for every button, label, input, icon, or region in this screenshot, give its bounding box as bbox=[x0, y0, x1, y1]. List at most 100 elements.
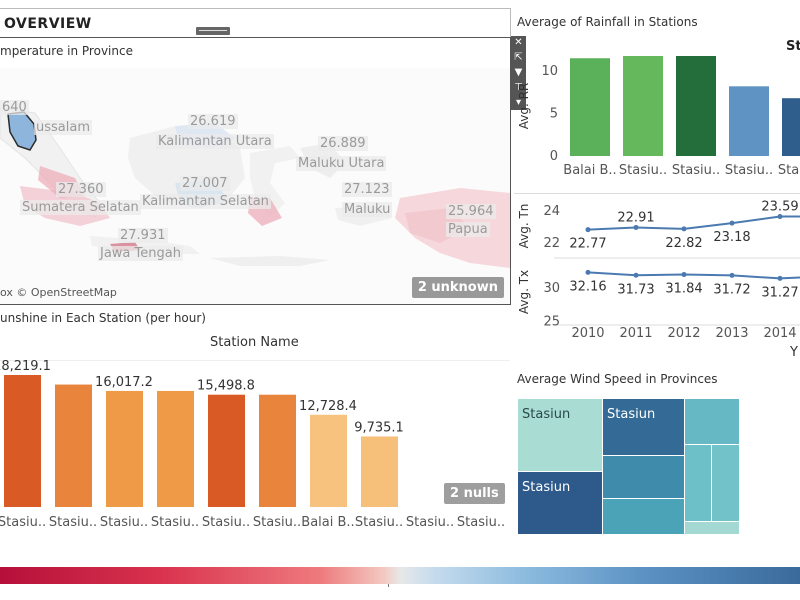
popout-icon[interactable]: ⇱ bbox=[514, 52, 523, 63]
treemap-cell[interactable] bbox=[602, 498, 685, 535]
temp-data-label: 22.77 bbox=[569, 237, 606, 252]
rainfall-bar bbox=[676, 56, 716, 157]
sunshine-data-label: 18,219.1 bbox=[0, 360, 51, 374]
year-tick-label: 2014 bbox=[763, 326, 796, 341]
sunshine-category-label: Stasiu.. bbox=[151, 515, 199, 530]
temp-series-line bbox=[587, 271, 800, 280]
map-title: mperature in Province bbox=[0, 44, 133, 58]
rainfall-bar bbox=[570, 58, 610, 156]
temp-point bbox=[777, 214, 783, 220]
map-label-province: Kalimantan Selatan bbox=[140, 194, 271, 209]
sunshine-category-label: Stasiu.. bbox=[100, 515, 148, 530]
sunshine-bar bbox=[157, 390, 194, 507]
wind-treemap[interactable]: Stasiun Stasiun Stasiun bbox=[517, 398, 741, 535]
year-tick-label: 2011 bbox=[619, 326, 652, 341]
temp-data-label: 22.82 bbox=[665, 236, 702, 251]
legend-tick bbox=[388, 584, 389, 587]
rainfall-y-axis-label: Avg. RR bbox=[517, 83, 531, 130]
temp-data-label: 31.84 bbox=[665, 282, 702, 297]
rainfall-title: Average of Rainfall in Stations bbox=[517, 15, 698, 29]
year-tick-label: 2013 bbox=[715, 326, 748, 341]
temp-point bbox=[681, 226, 687, 232]
rainfall-bar bbox=[782, 98, 800, 156]
nulls-indicator[interactable]: 2 nulls bbox=[444, 483, 505, 504]
temp-point bbox=[585, 227, 591, 233]
treemap-cell[interactable]: Stasiun bbox=[602, 398, 685, 456]
sunshine-category-label: Stasiu.. bbox=[457, 515, 505, 530]
sunshine-category-label: Stasiu.. bbox=[0, 515, 46, 530]
unknown-indicator[interactable]: 2 unknown bbox=[411, 277, 504, 298]
temp-y-axis-label: Avg. Tx bbox=[517, 270, 531, 314]
treemap-cell[interactable]: Stasiun bbox=[517, 398, 603, 472]
pin-icon[interactable]: ⊤ bbox=[514, 82, 523, 93]
treemap-cell-label: Stasiun bbox=[522, 480, 571, 495]
treemap-cell[interactable] bbox=[684, 398, 740, 445]
sunshine-category-label: Stasiu.. bbox=[49, 515, 97, 530]
sunshine-column-header: Station Name bbox=[210, 335, 299, 350]
sunshine-bar bbox=[310, 414, 347, 507]
temperature-map-panel[interactable]: mperature in Province bbox=[0, 37, 511, 305]
filter-icon[interactable]: ▼ bbox=[514, 67, 523, 78]
temp-series-line bbox=[587, 215, 800, 231]
close-icon[interactable]: ✕ bbox=[514, 37, 523, 48]
treemap-cell[interactable] bbox=[684, 521, 740, 535]
rainfall-category-label: Stasiu.. bbox=[619, 163, 667, 178]
map-label-province: Kalimantan Utara bbox=[156, 134, 274, 149]
color-gradient-legend bbox=[0, 567, 800, 584]
temp-point bbox=[729, 220, 735, 226]
treemap-cell[interactable] bbox=[684, 444, 712, 522]
sunshine-bar bbox=[106, 390, 143, 507]
map-label-value: 27.360 bbox=[56, 182, 106, 197]
sunshine-chart[interactable]: 18,219.1Stasiu..Stasiu..16,017.2Stasiu..… bbox=[0, 360, 512, 532]
wind-title: Average Wind Speed in Provinces bbox=[517, 372, 718, 386]
sunshine-header-divider bbox=[0, 360, 510, 361]
sunshine-category-label: Stasiu.. bbox=[406, 515, 454, 530]
sunshine-title: unshine in Each Station (per hour) bbox=[0, 311, 206, 325]
rainfall-y-tick: 10 bbox=[541, 64, 558, 79]
sunshine-bar bbox=[259, 394, 296, 507]
sunshine-category-label: Stasiu.. bbox=[253, 515, 301, 530]
temp-data-label: 32.16 bbox=[569, 279, 606, 294]
temp-data-label: 23.59 bbox=[761, 200, 798, 215]
map-label-province: Maluku Utara bbox=[296, 156, 387, 171]
treemap-cell-label: Stasiun bbox=[607, 407, 656, 422]
map-label-province: Papua bbox=[446, 222, 490, 237]
more-icon[interactable]: ▾ bbox=[515, 97, 522, 108]
year-header: Y bbox=[790, 345, 798, 360]
year-tick-label: 2010 bbox=[571, 326, 604, 341]
sunshine-bar bbox=[208, 394, 245, 507]
map-label-value: 25.964 bbox=[446, 204, 496, 219]
sunshine-bar bbox=[55, 384, 92, 507]
rainfall-bar bbox=[729, 86, 769, 156]
temp-y-tick: 30 bbox=[543, 281, 560, 296]
temperature-chart[interactable]: Avg. Tn 22 24 22.77 22.91 22.82 23.18 23.59 Avg.… bbox=[514, 194, 800, 364]
sunshine-data-label: 12,728.4 bbox=[299, 399, 357, 414]
map-attribution[interactable]: ox © OpenStreetMap bbox=[0, 286, 117, 299]
rainfall-header-cut: St bbox=[786, 39, 800, 54]
map-label-province: Maluku bbox=[342, 202, 393, 217]
temp-point bbox=[585, 269, 591, 275]
temp-y-tick: 24 bbox=[543, 204, 560, 219]
temp-point bbox=[633, 224, 639, 230]
temp-point bbox=[633, 272, 639, 278]
sunshine-bar bbox=[4, 375, 41, 507]
treemap-cell[interactable]: Stasiun bbox=[517, 471, 603, 535]
treemap-cell[interactable] bbox=[602, 455, 685, 499]
dashboard-title: OVERVIEW bbox=[4, 16, 92, 32]
rainfall-y-tick: 0 bbox=[550, 149, 558, 164]
temp-data-label: 22.91 bbox=[617, 210, 654, 225]
map-label-province: ussalam bbox=[34, 120, 92, 135]
temp-y-axis-label: Avg. Tn bbox=[517, 204, 531, 249]
treemap-cell[interactable] bbox=[711, 444, 740, 522]
temp-divider bbox=[514, 193, 800, 194]
treemap-cell-label: Stasiun bbox=[522, 407, 571, 422]
rainfall-category-label: Balai B.. bbox=[563, 163, 616, 178]
map-label-value: 27.007 bbox=[180, 176, 230, 191]
sunshine-category-label: Stasiu.. bbox=[202, 515, 250, 530]
temp-point bbox=[681, 272, 687, 278]
map-canvas[interactable]: 640 ussalam 26.619 Kalimantan Utara 26.8… bbox=[0, 68, 510, 304]
temp-data-label: 23.18 bbox=[713, 230, 750, 245]
drag-handle[interactable] bbox=[196, 27, 230, 35]
map-label-value: 27.123 bbox=[342, 182, 392, 197]
